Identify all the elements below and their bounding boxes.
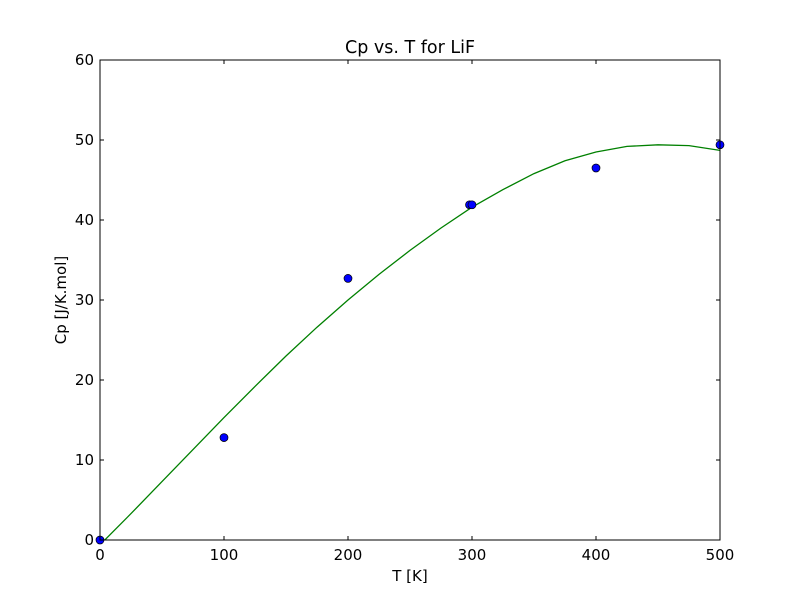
y-tick-label: 50 [75,131,94,149]
x-tick-label: 200 [334,546,363,564]
data-point [591,163,601,173]
data-point [467,200,477,210]
data-point [343,274,353,283]
y-tick-label: 20 [75,371,94,389]
y-tick-label: 60 [75,51,94,69]
y-tick-label: 30 [75,291,94,309]
y-axis-label: Cp [J/K.mol] [52,256,70,345]
data-point [219,433,229,442]
x-tick-label: 0 [95,546,105,564]
y-tick-label: 10 [75,451,94,469]
y-tick-label: 0 [84,531,94,549]
x-tick-label: 500 [706,546,735,564]
fit-curve-line [103,144,720,540]
x-tick-label: 400 [582,546,611,564]
y-tick-label: 40 [75,211,94,229]
x-tick-label: 300 [458,546,487,564]
fit-curve-layer [103,144,720,540]
x-tick-label: 100 [210,546,239,564]
x-axis-label: T [K] [391,567,427,585]
chart-title: Cp vs. T for LiF [345,38,475,58]
data-points-layer [95,140,725,545]
plot-area-frame [99,59,721,541]
